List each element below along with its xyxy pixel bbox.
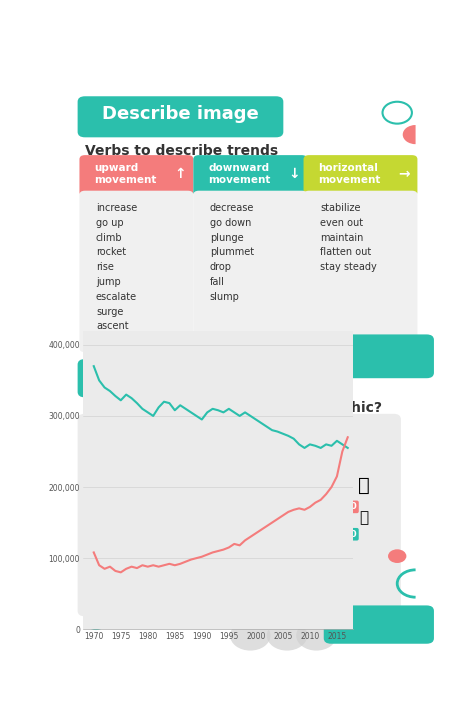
FancyBboxPatch shape bbox=[80, 155, 193, 196]
Text: ↑: ↑ bbox=[174, 167, 186, 181]
FancyBboxPatch shape bbox=[78, 414, 401, 616]
Text: ↓: ↓ bbox=[289, 167, 300, 181]
Text: Pearson | PTE: Pearson | PTE bbox=[122, 348, 208, 359]
Text: horizontal
movement: horizontal movement bbox=[318, 164, 381, 185]
Text: Pearson | PTE: Pearson | PTE bbox=[122, 616, 208, 627]
Circle shape bbox=[230, 621, 271, 651]
Text: 🚲: 🚲 bbox=[358, 476, 370, 494]
Text: Describe image: Describe image bbox=[102, 105, 259, 123]
FancyBboxPatch shape bbox=[324, 606, 434, 643]
FancyBboxPatch shape bbox=[80, 191, 193, 352]
FancyBboxPatch shape bbox=[193, 155, 307, 196]
Text: upward
movement: upward movement bbox=[94, 164, 156, 185]
FancyBboxPatch shape bbox=[78, 359, 283, 397]
Text: How would you describe this graphic?: How would you describe this graphic? bbox=[85, 401, 382, 415]
Wedge shape bbox=[403, 125, 416, 144]
FancyBboxPatch shape bbox=[78, 96, 283, 137]
Text: stabilize
even out
maintain
flatten out
stay steady: stabilize even out maintain flatten out … bbox=[320, 203, 377, 272]
FancyBboxPatch shape bbox=[303, 191, 418, 352]
Text: 🚗: 🚗 bbox=[360, 510, 369, 525]
FancyBboxPatch shape bbox=[338, 334, 434, 378]
Text: P: P bbox=[92, 617, 100, 627]
Text: Verbs to describe trends: Verbs to describe trends bbox=[85, 144, 278, 158]
Circle shape bbox=[85, 614, 107, 630]
Text: →: → bbox=[399, 167, 410, 181]
Text: increase
go up
climb
rocket
rise
jump
escalate
surge
ascent: increase go up climb rocket rise jump es… bbox=[96, 203, 137, 331]
Text: downward
movement: downward movement bbox=[208, 164, 271, 185]
Text: Describe image: Describe image bbox=[102, 368, 259, 386]
Text: P: P bbox=[92, 348, 100, 358]
Circle shape bbox=[85, 346, 107, 362]
FancyBboxPatch shape bbox=[193, 191, 307, 352]
FancyBboxPatch shape bbox=[303, 155, 418, 196]
Text: 252,600: 252,600 bbox=[316, 530, 357, 539]
Circle shape bbox=[267, 621, 307, 651]
Text: decrease
go down
plunge
plummet
drop
fall
slump: decrease go down plunge plummet drop fal… bbox=[210, 203, 254, 302]
Circle shape bbox=[388, 550, 406, 563]
Circle shape bbox=[296, 621, 337, 651]
Text: 265,700: 265,700 bbox=[316, 503, 357, 511]
